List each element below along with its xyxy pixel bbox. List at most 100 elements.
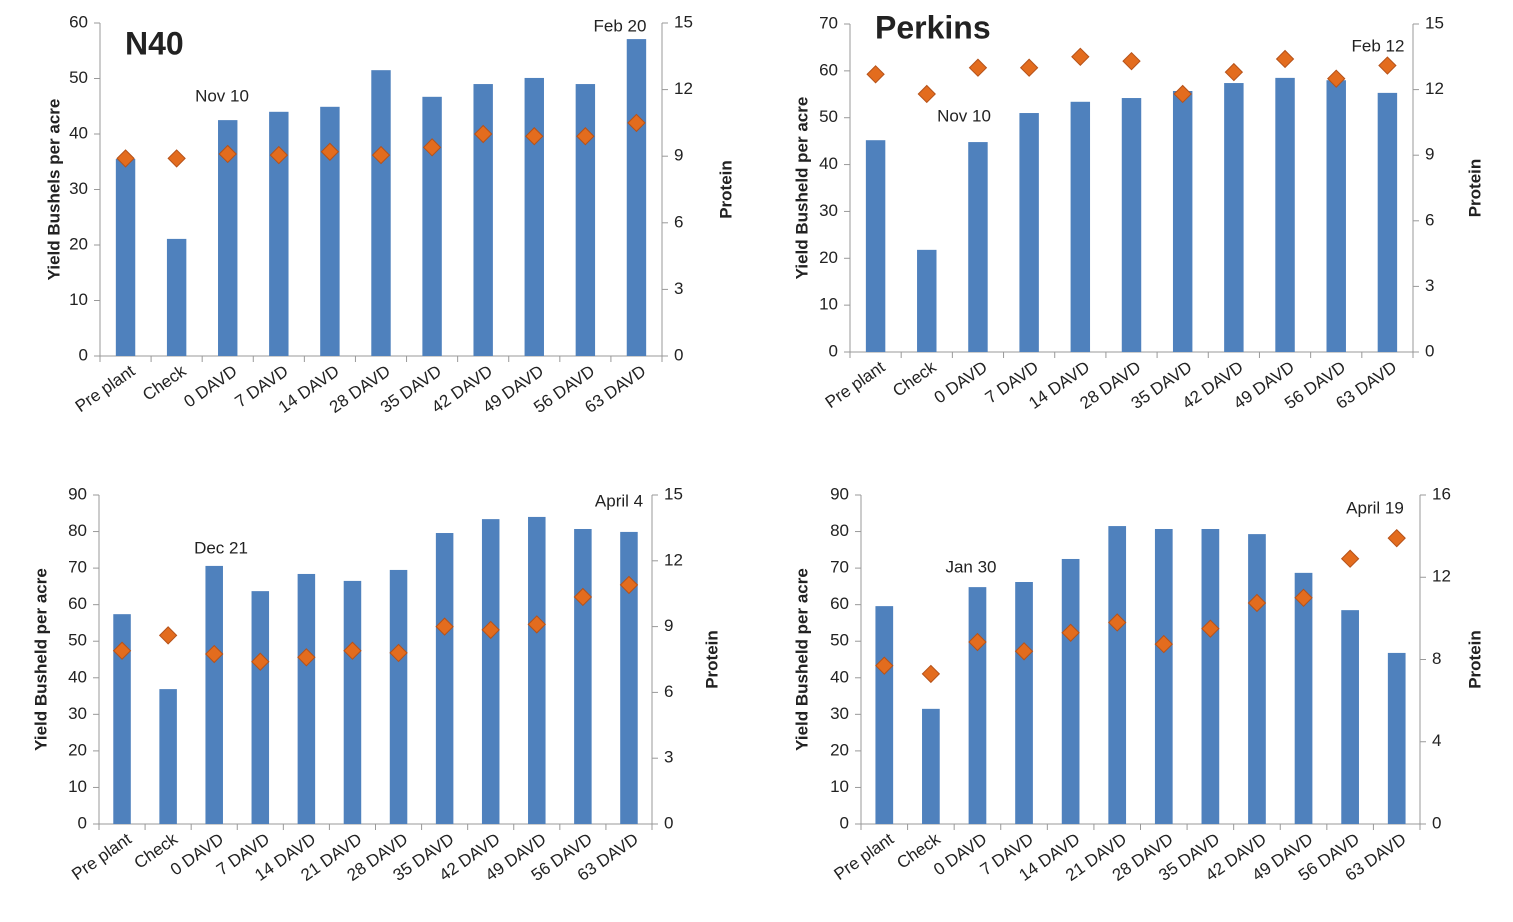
x-tick-label: Pre plant bbox=[831, 829, 898, 884]
y2-tick-label: 12 bbox=[1425, 79, 1444, 98]
y2-tick-label: 6 bbox=[664, 682, 673, 701]
bar bbox=[166, 238, 187, 356]
chart-title: Perkins bbox=[875, 9, 991, 45]
bar bbox=[626, 39, 647, 356]
x-tick-label: 0 DAVD bbox=[180, 361, 240, 411]
y2-tick-label: 8 bbox=[1432, 649, 1441, 668]
y2-tick-label: 15 bbox=[674, 12, 693, 31]
protein-marker bbox=[116, 149, 135, 168]
annotation: Nov 10 bbox=[937, 106, 991, 125]
bar bbox=[1275, 77, 1295, 352]
y-axis-title: Yield Busheld per acre bbox=[792, 97, 811, 280]
protein-marker bbox=[320, 142, 340, 161]
protein-marker bbox=[576, 127, 595, 146]
bar bbox=[435, 533, 454, 824]
protein-marker bbox=[1014, 642, 1034, 661]
annotation: April 19 bbox=[1346, 498, 1404, 517]
protein-marker bbox=[473, 124, 493, 144]
y-tick-label: 10 bbox=[819, 295, 838, 314]
protein-marker bbox=[866, 65, 885, 84]
protein-marker bbox=[1224, 62, 1244, 82]
bar bbox=[620, 531, 638, 824]
protein-marker bbox=[875, 656, 894, 675]
y2-tick-label: 6 bbox=[1425, 210, 1434, 229]
y-tick-label: 40 bbox=[819, 154, 838, 173]
bar bbox=[875, 606, 894, 824]
y-tick-label: 50 bbox=[830, 631, 849, 650]
y2-tick-label: 0 bbox=[674, 345, 683, 364]
y-tick-label: 90 bbox=[68, 484, 87, 503]
y-tick-label: 30 bbox=[819, 201, 838, 220]
bar bbox=[575, 84, 596, 357]
y-axis-title: Yield Busheld per acre bbox=[792, 568, 811, 751]
protein-marker bbox=[1378, 56, 1397, 75]
bar bbox=[524, 77, 544, 356]
x-tick-label: Pre plant bbox=[68, 829, 135, 884]
y2-tick-label: 12 bbox=[674, 79, 693, 98]
bar bbox=[968, 142, 988, 352]
bar bbox=[218, 120, 238, 356]
protein-marker bbox=[1327, 69, 1346, 88]
y-tick-label: 60 bbox=[830, 594, 849, 613]
y-tick-label: 20 bbox=[819, 248, 838, 267]
bar bbox=[251, 591, 270, 824]
y-tick-label: 80 bbox=[830, 521, 849, 540]
bar bbox=[1377, 92, 1398, 352]
bar bbox=[1108, 526, 1127, 824]
protein-marker bbox=[527, 615, 546, 634]
annotation: Jan 30 bbox=[945, 557, 996, 576]
annotation: April 4 bbox=[595, 491, 643, 510]
y2-tick-label: 12 bbox=[664, 550, 683, 569]
protein-marker bbox=[573, 587, 593, 607]
bar bbox=[389, 569, 408, 824]
protein-marker bbox=[1294, 588, 1313, 608]
y-axis-title: Yield Busheld per acre bbox=[31, 568, 50, 751]
bar bbox=[422, 96, 442, 356]
y-tick-label: 20 bbox=[830, 740, 849, 759]
bar bbox=[1121, 98, 1142, 352]
protein-marker bbox=[1108, 613, 1127, 632]
y-tick-label: 30 bbox=[69, 179, 88, 198]
bar bbox=[1172, 91, 1193, 353]
y2-tick-label: 0 bbox=[1432, 813, 1441, 832]
y2-tick-label: 3 bbox=[1425, 276, 1434, 295]
protein-marker bbox=[422, 138, 442, 157]
y2-tick-label: 12 bbox=[1432, 567, 1451, 586]
bar bbox=[574, 528, 592, 824]
y2-axis-title: Protein bbox=[1465, 159, 1484, 218]
bar bbox=[159, 689, 177, 824]
y2-tick-label: 16 bbox=[1432, 484, 1451, 503]
y-tick-label: 40 bbox=[830, 667, 849, 686]
bar bbox=[1019, 113, 1039, 353]
y2-tick-label: 0 bbox=[1425, 341, 1434, 360]
protein-marker bbox=[1387, 528, 1406, 548]
x-tick-label: 0 DAVD bbox=[931, 357, 991, 407]
bar bbox=[1201, 528, 1220, 824]
bar bbox=[1015, 582, 1033, 824]
bar bbox=[528, 516, 546, 824]
bar bbox=[1294, 572, 1313, 824]
bar bbox=[1070, 101, 1091, 352]
y-tick-label: 90 bbox=[830, 484, 849, 503]
bar bbox=[917, 249, 937, 352]
y2-tick-label: 9 bbox=[1425, 145, 1434, 164]
bar bbox=[343, 580, 362, 824]
y-tick-label: 50 bbox=[819, 107, 838, 126]
bar bbox=[865, 140, 886, 352]
protein-marker bbox=[269, 145, 289, 165]
y2-tick-label: 3 bbox=[674, 279, 683, 298]
y-tick-label: 40 bbox=[69, 123, 88, 142]
bar bbox=[1061, 558, 1080, 824]
y-tick-label: 60 bbox=[69, 12, 88, 31]
protein-marker bbox=[968, 632, 987, 652]
protein-marker bbox=[1173, 84, 1192, 104]
protein-marker bbox=[921, 664, 941, 684]
protein-marker bbox=[1275, 49, 1295, 69]
protein-marker bbox=[968, 58, 988, 77]
y-tick-label: 70 bbox=[68, 558, 87, 577]
y-tick-label: 50 bbox=[69, 68, 88, 87]
y-tick-label: 80 bbox=[68, 521, 87, 540]
bar bbox=[1154, 528, 1173, 824]
bar bbox=[297, 573, 316, 824]
protein-marker bbox=[389, 643, 408, 663]
